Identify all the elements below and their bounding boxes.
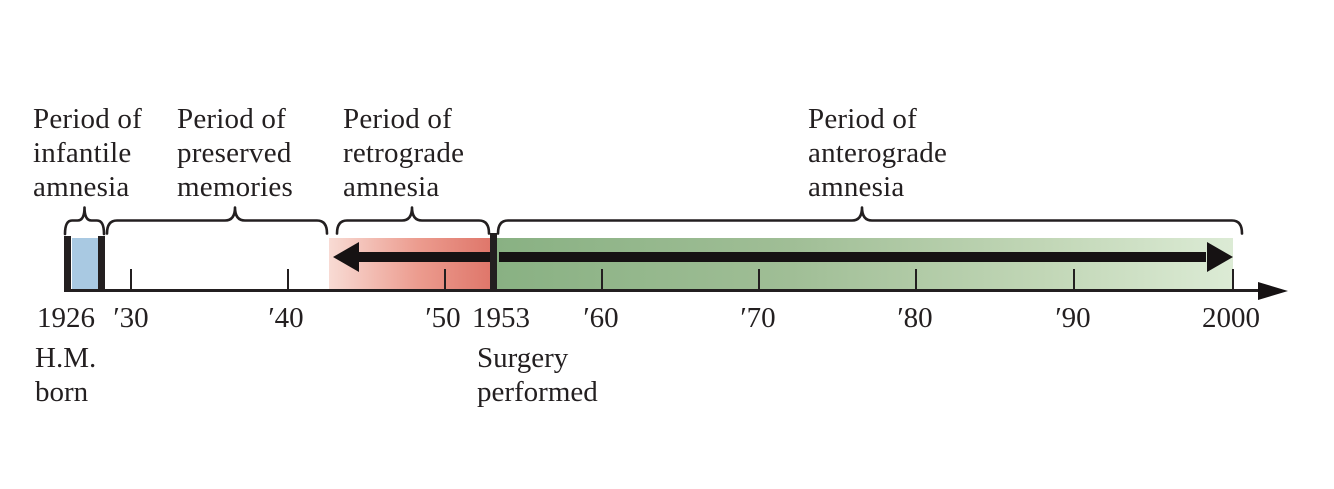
region-retrograde-amnesia	[329, 238, 490, 290]
axis-line	[64, 289, 1262, 292]
marker-1928-end-infantile	[98, 236, 105, 292]
label-period-infantile: Period of infantile amnesia	[33, 103, 142, 203]
tick-1930	[130, 269, 132, 291]
axis-label-1980: ′80	[897, 302, 933, 334]
axis-label-1953: 1953	[472, 302, 530, 334]
region-infantile-amnesia	[72, 238, 98, 290]
tick-1940	[287, 269, 289, 291]
marker-1953-surgery	[490, 233, 497, 292]
brace-retrograde	[335, 206, 491, 235]
marker-1926-born	[64, 236, 71, 292]
tick-2000	[1232, 269, 1234, 291]
axis-label-1926: 1926	[37, 302, 95, 334]
axis-label-1990: ′90	[1055, 302, 1091, 334]
axis-label-2000: 2000	[1202, 302, 1260, 334]
annotation-surgery: Surgery performed	[477, 342, 598, 408]
tick-1990	[1073, 269, 1075, 291]
axis-label-1950: ′50	[425, 302, 461, 334]
brace-preserved	[105, 206, 329, 235]
axis-label-1960: ′60	[583, 302, 619, 334]
label-period-anterograde: Period of anterograde amnesia	[808, 103, 948, 203]
brace-infantile	[63, 206, 106, 236]
tick-1950	[444, 269, 446, 291]
tick-1970	[758, 269, 760, 291]
annotation-hm-born: H.M. born	[35, 342, 97, 408]
tick-1960	[601, 269, 603, 291]
axis-label-1940: ′40	[268, 302, 304, 334]
label-period-retrograde: Period of retrograde amnesia	[343, 103, 465, 203]
axis-label-1930: ′30	[113, 302, 149, 334]
axis-label-1970: ′70	[740, 302, 776, 334]
brace-anterograde	[496, 206, 1244, 235]
region-anterograde-amnesia	[497, 238, 1233, 290]
axis-arrowhead-icon	[1258, 282, 1288, 300]
tick-1980	[915, 269, 917, 291]
label-period-preserved: Period of preserved memories	[177, 103, 293, 203]
